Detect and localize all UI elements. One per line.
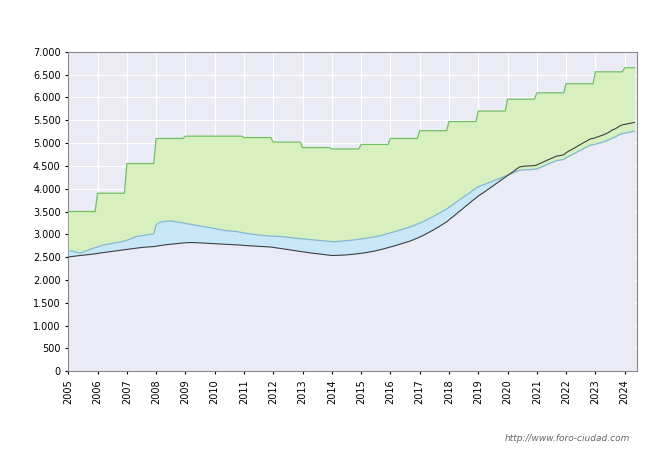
Text: Torrejón de la Calzada - Evolucion de la poblacion en edad de Trabajar Mayo de 2: Torrejón de la Calzada - Evolucion de la…	[83, 15, 567, 26]
Text: http://www.foro-ciudad.com: http://www.foro-ciudad.com	[505, 434, 630, 443]
